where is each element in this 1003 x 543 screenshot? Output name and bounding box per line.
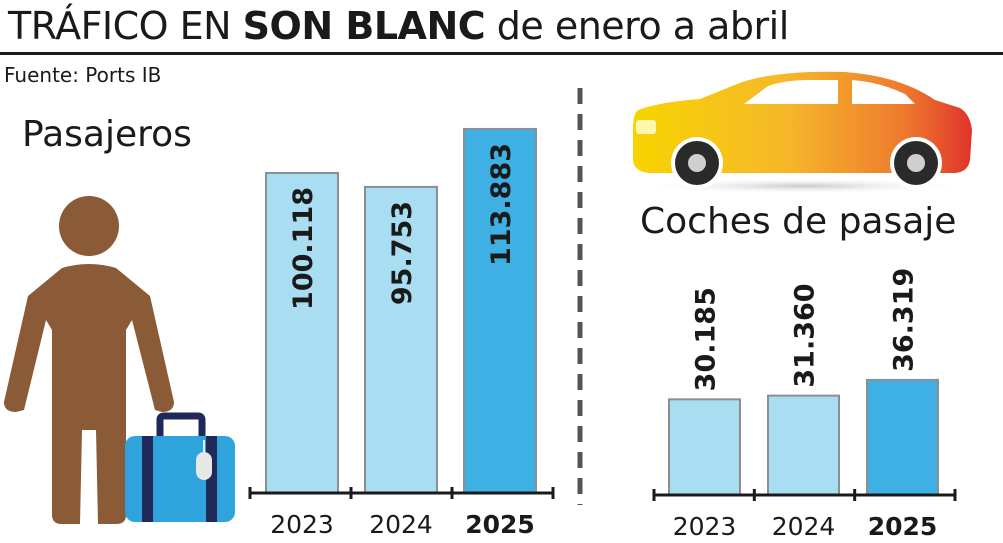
- value-label-2023: 100.118: [288, 187, 319, 310]
- value-label-2023: 30.185: [691, 287, 722, 391]
- tick-label-2024: 2024: [772, 512, 836, 541]
- bar-2023: [668, 398, 741, 496]
- tick-label-2025: 2025: [868, 512, 938, 541]
- suitcase-icon: [125, 412, 235, 522]
- bar-2025: [866, 378, 939, 496]
- title-rule: [0, 52, 1003, 55]
- person-icon: [4, 196, 174, 524]
- bar-2025: [463, 127, 537, 494]
- title-part-2: de enero a abril: [485, 4, 790, 48]
- title-bold: SON BLANC: [242, 4, 486, 48]
- passengers-chart: 100.118 2023 95.753 2024 113.883 2025: [248, 127, 555, 539]
- tick-label-2023: 2023: [673, 512, 737, 541]
- value-label-2024: 31.360: [790, 283, 821, 387]
- tick-label-2024: 2024: [369, 510, 433, 539]
- car-icon: [633, 71, 973, 194]
- bar-2024: [364, 185, 438, 494]
- passengers-title: Pasajeros: [22, 114, 192, 155]
- page-title: TRÁFICO EN SON BLANC de enero a abril: [8, 4, 789, 48]
- cars-title: Coches de pasaje: [640, 201, 957, 242]
- value-label-2025: 36.319: [889, 268, 920, 372]
- value-label-2025: 113.883: [486, 143, 517, 266]
- bar-2024: [767, 394, 840, 496]
- title-part-1: TRÁFICO EN: [8, 4, 243, 48]
- bar-2023: [265, 171, 339, 494]
- value-label-2024: 95.753: [387, 201, 418, 305]
- cars-chart: 30.185 2023 31.360 2024 36.319 2025: [652, 268, 957, 541]
- tick-label-2025: 2025: [465, 510, 535, 539]
- tick-label-2023: 2023: [270, 510, 334, 539]
- source-note: Fuente: Ports IB: [4, 63, 162, 87]
